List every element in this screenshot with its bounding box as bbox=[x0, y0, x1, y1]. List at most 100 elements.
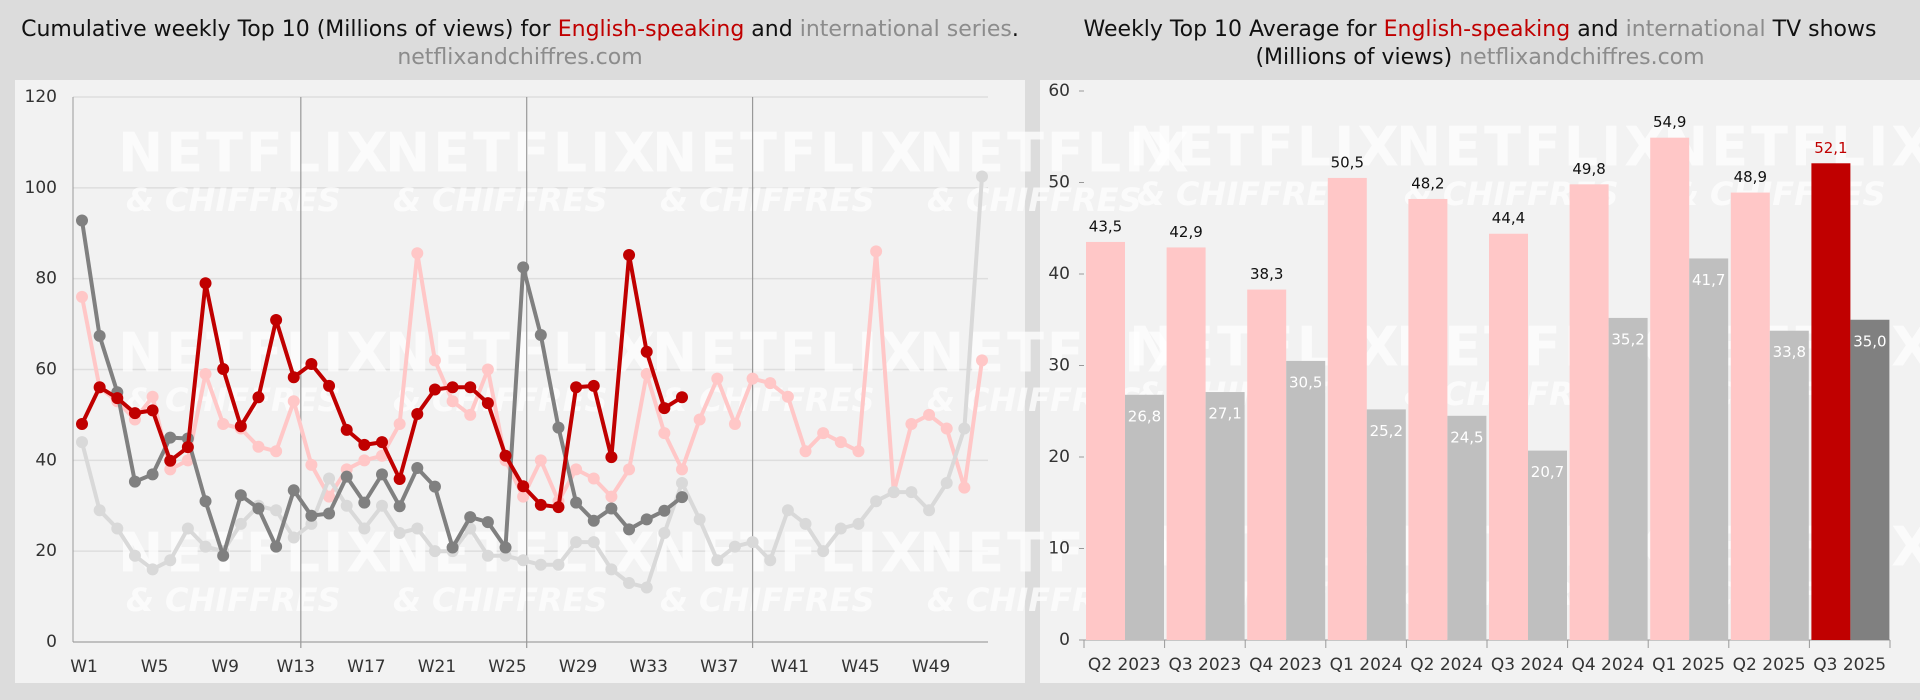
data-point bbox=[605, 451, 618, 464]
data-point bbox=[393, 527, 406, 539]
x-tick-label: Q2 2025 bbox=[1733, 655, 1806, 675]
x-tick-label: W41 bbox=[771, 657, 809, 677]
data-point bbox=[517, 554, 530, 567]
title-part: international series bbox=[800, 17, 1012, 42]
y-tick-label: 10 bbox=[1048, 539, 1070, 559]
value-label: 35,2 bbox=[1611, 330, 1644, 348]
bar bbox=[1689, 258, 1729, 640]
data-point bbox=[234, 489, 247, 502]
value-label: 48,9 bbox=[1734, 168, 1767, 186]
data-point bbox=[252, 440, 265, 453]
data-point bbox=[711, 372, 724, 385]
chart-title: Weekly Top 10 Average for English-speaki… bbox=[1084, 17, 1877, 42]
value-label: 49,8 bbox=[1572, 160, 1605, 178]
data-point bbox=[940, 422, 953, 435]
data-point bbox=[658, 527, 671, 539]
watermark-text: & CHIFFRES bbox=[393, 181, 607, 219]
data-point bbox=[958, 422, 971, 435]
title-part: and bbox=[1570, 17, 1625, 42]
data-point bbox=[887, 486, 900, 499]
data-point bbox=[358, 438, 371, 451]
data-point bbox=[146, 563, 159, 576]
x-tick-label: W45 bbox=[841, 657, 879, 677]
bar bbox=[1205, 392, 1245, 640]
data-point bbox=[217, 549, 230, 562]
watermark-text: NETFLIX bbox=[652, 122, 925, 185]
value-label: 52,1 bbox=[1814, 139, 1847, 157]
watermark-text: & CHIFFRES bbox=[126, 181, 340, 219]
data-point bbox=[587, 379, 600, 392]
data-point bbox=[76, 290, 88, 303]
data-point bbox=[358, 496, 371, 509]
title-part: international bbox=[1626, 17, 1766, 42]
bar bbox=[1730, 192, 1770, 640]
watermark-text: & CHIFFRES bbox=[393, 581, 607, 619]
bar bbox=[1086, 241, 1125, 640]
x-tick-label: W29 bbox=[559, 657, 597, 677]
data-point bbox=[411, 408, 424, 421]
bar bbox=[1650, 137, 1690, 641]
data-point bbox=[517, 480, 530, 493]
data-point bbox=[711, 554, 724, 567]
data-point bbox=[393, 500, 406, 513]
data-point bbox=[570, 463, 583, 476]
data-point bbox=[464, 381, 477, 394]
data-point bbox=[728, 418, 741, 430]
chart-title: (Millions of views) netflixandchiffres.c… bbox=[1255, 45, 1704, 70]
data-point bbox=[287, 371, 300, 384]
data-point bbox=[428, 480, 441, 493]
data-point bbox=[270, 445, 283, 458]
data-point bbox=[852, 517, 865, 530]
value-label: 35,0 bbox=[1853, 332, 1886, 350]
data-point bbox=[93, 381, 106, 394]
watermark-text: & CHIFFRES bbox=[1137, 175, 1351, 213]
data-point bbox=[323, 507, 336, 520]
watermark-text: NETFLIX bbox=[118, 122, 391, 185]
data-point bbox=[76, 418, 88, 430]
watermark-text: NETFLIX bbox=[1129, 116, 1402, 179]
title-part: . bbox=[1012, 17, 1019, 42]
data-point bbox=[570, 536, 583, 549]
value-label: 44,4 bbox=[1492, 209, 1525, 227]
y-tick-label: 80 bbox=[35, 269, 57, 289]
y-tick-label: 50 bbox=[1048, 173, 1070, 193]
data-point bbox=[411, 522, 424, 535]
data-point bbox=[728, 540, 741, 553]
data-point bbox=[181, 522, 194, 535]
value-label: 38,3 bbox=[1250, 265, 1283, 283]
value-label: 42,9 bbox=[1169, 223, 1202, 241]
data-point bbox=[464, 511, 477, 524]
data-point bbox=[676, 391, 688, 404]
data-point bbox=[552, 421, 565, 434]
data-point bbox=[128, 475, 141, 488]
data-point bbox=[146, 390, 159, 403]
data-point bbox=[323, 379, 336, 392]
x-tick-label: W33 bbox=[629, 657, 667, 677]
data-point bbox=[217, 363, 230, 376]
data-point bbox=[658, 504, 671, 517]
bar bbox=[1569, 184, 1609, 640]
value-label: 24,5 bbox=[1450, 428, 1483, 446]
data-point bbox=[764, 554, 777, 567]
bar bbox=[1408, 198, 1448, 640]
x-tick-label: W13 bbox=[277, 657, 315, 677]
x-tick-label: W1 bbox=[70, 657, 98, 677]
data-point bbox=[305, 358, 318, 371]
y-tick-label: 100 bbox=[25, 178, 57, 198]
data-point bbox=[446, 541, 459, 554]
data-point bbox=[623, 249, 636, 262]
data-point bbox=[817, 545, 830, 558]
data-point bbox=[305, 458, 318, 471]
data-point bbox=[940, 477, 953, 490]
data-point bbox=[270, 504, 283, 517]
watermark-text: & CHIFFRES bbox=[1671, 175, 1885, 213]
data-point bbox=[76, 436, 88, 449]
data-point bbox=[587, 514, 600, 527]
data-point bbox=[446, 381, 459, 394]
bar bbox=[1166, 247, 1206, 640]
y-tick-label: 20 bbox=[35, 541, 57, 561]
data-point bbox=[252, 391, 265, 404]
data-point bbox=[287, 531, 300, 544]
x-tick-label: W25 bbox=[488, 657, 526, 677]
